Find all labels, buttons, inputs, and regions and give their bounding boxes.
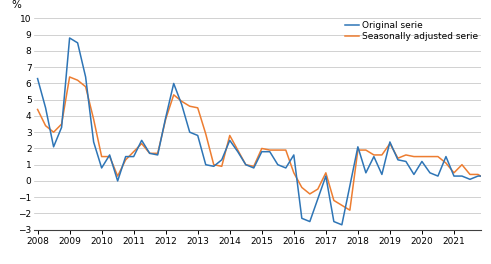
- Original serie: [323, 175, 329, 178]
- Original serie: [379, 173, 385, 176]
- Line: Seasonally adjusted serie: Seasonally adjusted serie: [38, 77, 491, 210]
- Y-axis label: %: %: [12, 0, 22, 10]
- Legend: Original serie, Seasonally adjusted serie: Original serie, Seasonally adjusted seri…: [343, 19, 480, 43]
- Original serie: [35, 77, 41, 80]
- Original serie: [107, 153, 112, 157]
- Original serie: [251, 166, 257, 169]
- Seasonally adjusted serie: [291, 171, 297, 175]
- Original serie: [371, 155, 377, 158]
- Seasonally adjusted serie: [107, 155, 112, 158]
- Line: Original serie: Original serie: [38, 38, 491, 225]
- Seasonally adjusted serie: [323, 171, 329, 175]
- Original serie: [339, 223, 345, 227]
- Seasonally adjusted serie: [35, 108, 41, 111]
- Original serie: [291, 153, 297, 157]
- Seasonally adjusted serie: [379, 153, 385, 157]
- Seasonally adjusted serie: [67, 76, 73, 79]
- Seasonally adjusted serie: [251, 165, 257, 168]
- Seasonally adjusted serie: [371, 153, 377, 157]
- Original serie: [67, 36, 73, 40]
- Seasonally adjusted serie: [347, 209, 353, 212]
